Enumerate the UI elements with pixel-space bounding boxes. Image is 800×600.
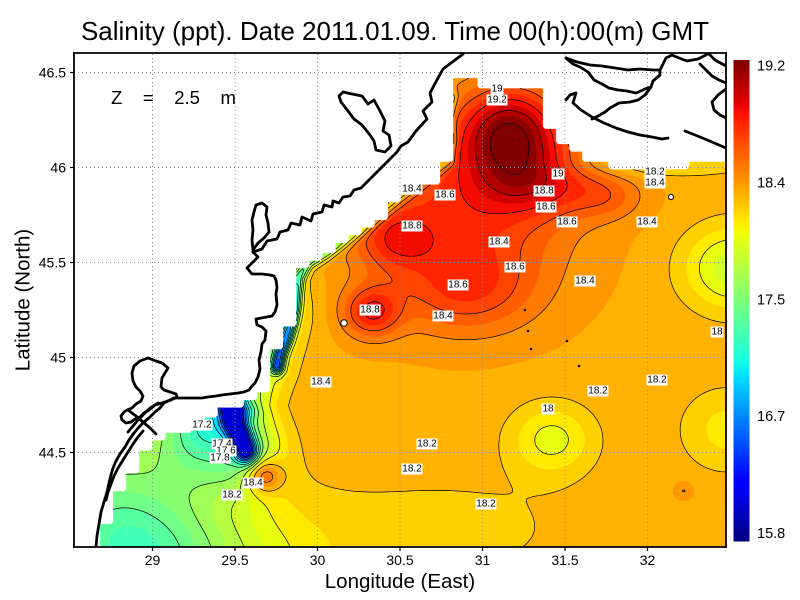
svg-text:32: 32 bbox=[640, 552, 656, 568]
svg-text:17.8: 17.8 bbox=[210, 453, 230, 464]
svg-text:18.6: 18.6 bbox=[435, 190, 455, 201]
svg-text:19.2: 19.2 bbox=[487, 95, 507, 106]
svg-text:19.2: 19.2 bbox=[757, 59, 785, 75]
svg-text:18.4: 18.4 bbox=[637, 217, 657, 228]
svg-text:17.6: 17.6 bbox=[216, 446, 236, 457]
svg-text:18.8: 18.8 bbox=[402, 221, 422, 232]
svg-text:18.2: 18.2 bbox=[402, 464, 422, 475]
svg-text:46.5: 46.5 bbox=[39, 65, 66, 81]
svg-text:18.8: 18.8 bbox=[360, 305, 380, 316]
svg-text:18.4: 18.4 bbox=[311, 377, 331, 388]
svg-text:18.2: 18.2 bbox=[222, 490, 242, 501]
svg-text:45.5: 45.5 bbox=[39, 255, 66, 271]
svg-text:18.4: 18.4 bbox=[757, 176, 785, 192]
svg-text:19: 19 bbox=[491, 84, 503, 95]
svg-text:Z = 2.5 m: Z = 2.5 m bbox=[111, 87, 236, 108]
svg-text:17.5: 17.5 bbox=[757, 292, 785, 308]
svg-text:18.6: 18.6 bbox=[557, 217, 577, 228]
svg-text:Longitude (East): Longitude (East) bbox=[325, 570, 475, 593]
svg-text:18.6: 18.6 bbox=[505, 262, 525, 273]
svg-text:15.8: 15.8 bbox=[757, 526, 785, 542]
svg-text:46: 46 bbox=[50, 160, 66, 176]
svg-text:18.8: 18.8 bbox=[534, 186, 554, 197]
svg-text:18.6: 18.6 bbox=[536, 202, 556, 213]
svg-text:18.4: 18.4 bbox=[433, 311, 453, 322]
svg-text:17.2: 17.2 bbox=[192, 420, 212, 431]
svg-text:29.5: 29.5 bbox=[221, 552, 248, 568]
svg-text:16.7: 16.7 bbox=[757, 409, 785, 425]
svg-text:18.2: 18.2 bbox=[645, 167, 665, 178]
svg-text:18.4: 18.4 bbox=[489, 237, 509, 248]
svg-text:18: 18 bbox=[711, 327, 723, 338]
svg-text:19: 19 bbox=[552, 169, 564, 180]
svg-text:18: 18 bbox=[542, 404, 554, 415]
svg-text:18.2: 18.2 bbox=[476, 499, 496, 510]
svg-text:30: 30 bbox=[310, 552, 326, 568]
svg-text:18.2: 18.2 bbox=[588, 386, 608, 397]
svg-text:18.4: 18.4 bbox=[402, 184, 422, 195]
svg-text:45: 45 bbox=[50, 350, 66, 366]
svg-text:18.4: 18.4 bbox=[645, 178, 665, 189]
svg-text:31.5: 31.5 bbox=[551, 552, 578, 568]
svg-text:31: 31 bbox=[475, 552, 491, 568]
svg-text:44.5: 44.5 bbox=[39, 445, 66, 461]
svg-text:Salinity (ppt). Date 2011.01.0: Salinity (ppt). Date 2011.01.09. Time 00… bbox=[81, 16, 709, 46]
svg-text:18.2: 18.2 bbox=[417, 439, 437, 450]
svg-text:30.5: 30.5 bbox=[386, 552, 413, 568]
svg-text:29: 29 bbox=[145, 552, 161, 568]
svg-text:18.6: 18.6 bbox=[448, 280, 468, 291]
svg-text:Latitude (North): Latitude (North) bbox=[12, 229, 35, 371]
svg-text:18.4: 18.4 bbox=[243, 478, 263, 489]
svg-text:18.2: 18.2 bbox=[647, 375, 667, 386]
svg-text:18.4: 18.4 bbox=[575, 276, 595, 287]
svg-text:17.4: 17.4 bbox=[212, 439, 232, 450]
